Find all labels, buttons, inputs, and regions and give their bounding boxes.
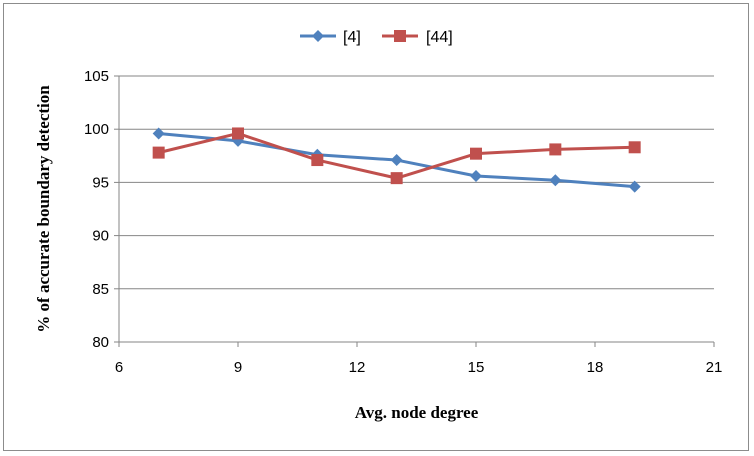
data-point [232, 127, 244, 140]
x-tick-label: 12 [349, 359, 366, 376]
legend-item: [44] [382, 29, 453, 46]
data-point [549, 143, 562, 156]
data-point [152, 146, 165, 159]
data-point [549, 174, 562, 187]
y-tick-label: 100 [84, 121, 109, 138]
x-tick-label: 18 [587, 359, 604, 376]
data-point [390, 154, 403, 167]
x-tick-label: 21 [706, 359, 723, 376]
legend-marker [394, 30, 406, 42]
gridlines [119, 75, 714, 343]
x-tick-label: 9 [234, 359, 242, 376]
legend-label: [44] [426, 29, 453, 46]
y-tick-label: 80 [92, 334, 109, 351]
data-point [628, 141, 641, 154]
y-tick-label: 85 [92, 281, 109, 298]
series-1 [152, 127, 641, 185]
y-tick-label: 95 [92, 174, 109, 191]
axes: 80 85 90 95 100 105 6 9 12 15 18 21 [84, 68, 722, 376]
data-point [311, 154, 324, 167]
data-point [470, 170, 482, 183]
data-point [470, 147, 482, 160]
legend-label: [4] [343, 29, 361, 46]
series-layer [152, 127, 641, 193]
y-tick-label: 90 [92, 228, 109, 245]
legend: [4] [44] [300, 29, 453, 46]
x-tick-label: 6 [115, 359, 123, 376]
data-point [628, 180, 641, 193]
x-axis-title: Avg. node degree [355, 403, 479, 422]
y-axis-title: % of accurate boundary detection [34, 85, 53, 333]
y-tick-label: 105 [84, 68, 109, 85]
legend-marker [312, 30, 324, 42]
legend-item: [4] [300, 29, 361, 46]
chart-frame [3, 3, 749, 451]
data-point [390, 172, 403, 185]
x-tick-label: 15 [468, 359, 485, 376]
data-point [152, 127, 165, 140]
